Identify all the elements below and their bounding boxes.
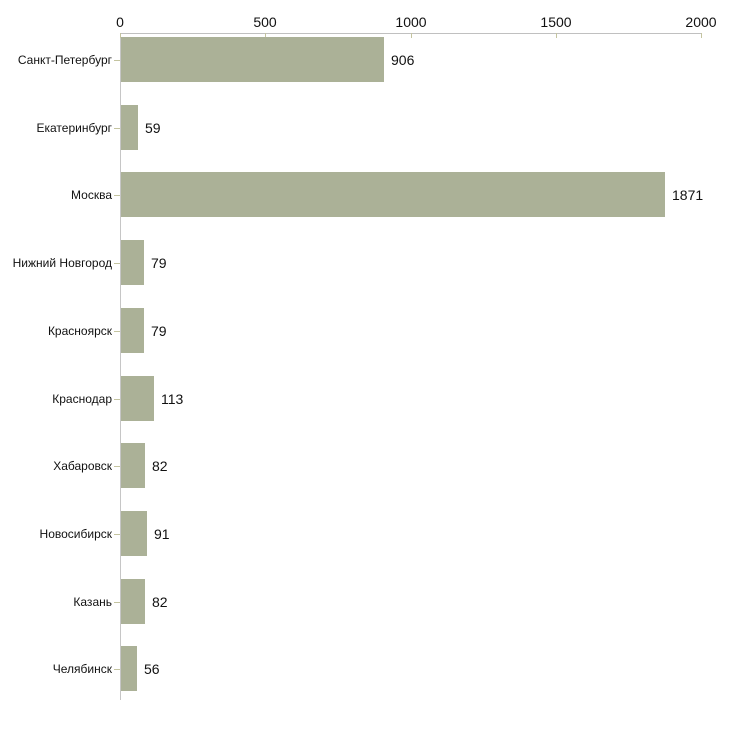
x-axis-tick-mark: [120, 33, 121, 38]
bar-value-label: 82: [152, 458, 168, 474]
bar-value-label: 79: [151, 323, 167, 339]
category-label: Москва: [71, 188, 112, 202]
category-label: Красноярск: [47, 324, 112, 338]
y-axis-tick-mark: [114, 399, 120, 400]
bar: [121, 172, 665, 217]
bar: [121, 105, 138, 150]
bar: [121, 646, 137, 691]
category-label: Краснодар: [52, 392, 112, 406]
x-axis-tick-label: 1000: [395, 14, 427, 30]
y-axis-tick-mark: [114, 263, 120, 264]
x-axis-tick-label: 0: [116, 14, 124, 30]
bar-value-label: 91: [154, 526, 170, 542]
x-axis-tick-label: 500: [253, 14, 277, 30]
x-axis-tick-label: 2000: [685, 14, 717, 30]
category-label: Санкт-Петербург: [17, 53, 112, 67]
y-axis-tick-mark: [114, 534, 120, 535]
category-label: Казань: [73, 595, 112, 609]
category-label: Новосибирск: [39, 527, 112, 541]
bar: [121, 376, 154, 421]
y-axis-tick-mark: [114, 195, 120, 196]
y-axis-tick-mark: [114, 331, 120, 332]
bar: [121, 37, 384, 82]
y-axis-tick-mark: [114, 466, 120, 467]
category-label: Хабаровск: [53, 459, 112, 473]
bar-value-label: 906: [391, 52, 415, 68]
bar-value-label: 79: [151, 255, 167, 271]
y-axis-tick-mark: [114, 128, 120, 129]
x-axis-tick-mark: [701, 33, 702, 38]
bar: [121, 511, 147, 556]
y-axis-line: [120, 33, 121, 700]
bar: [121, 240, 144, 285]
category-label: Челябинск: [52, 662, 112, 676]
x-axis-tick-mark: [411, 33, 412, 38]
bar-value-label: 59: [145, 120, 161, 136]
y-axis-tick-mark: [114, 602, 120, 603]
bar-value-label: 82: [152, 594, 168, 610]
bar-value-label: 1871: [672, 187, 704, 203]
x-axis-tick-mark: [265, 33, 266, 38]
category-label: Екатеринбург: [36, 121, 113, 135]
bar: [121, 308, 144, 353]
bar: [121, 579, 145, 624]
x-axis-tick-mark: [556, 33, 557, 38]
category-label: Нижний Новгород: [12, 256, 112, 270]
bar-value-label: 113: [161, 391, 184, 407]
x-axis-tick-label: 1500: [540, 14, 572, 30]
bar: [121, 443, 145, 488]
y-axis-tick-mark: [114, 60, 120, 61]
y-axis-tick-mark: [114, 669, 120, 670]
bar-value-label: 56: [144, 661, 160, 677]
